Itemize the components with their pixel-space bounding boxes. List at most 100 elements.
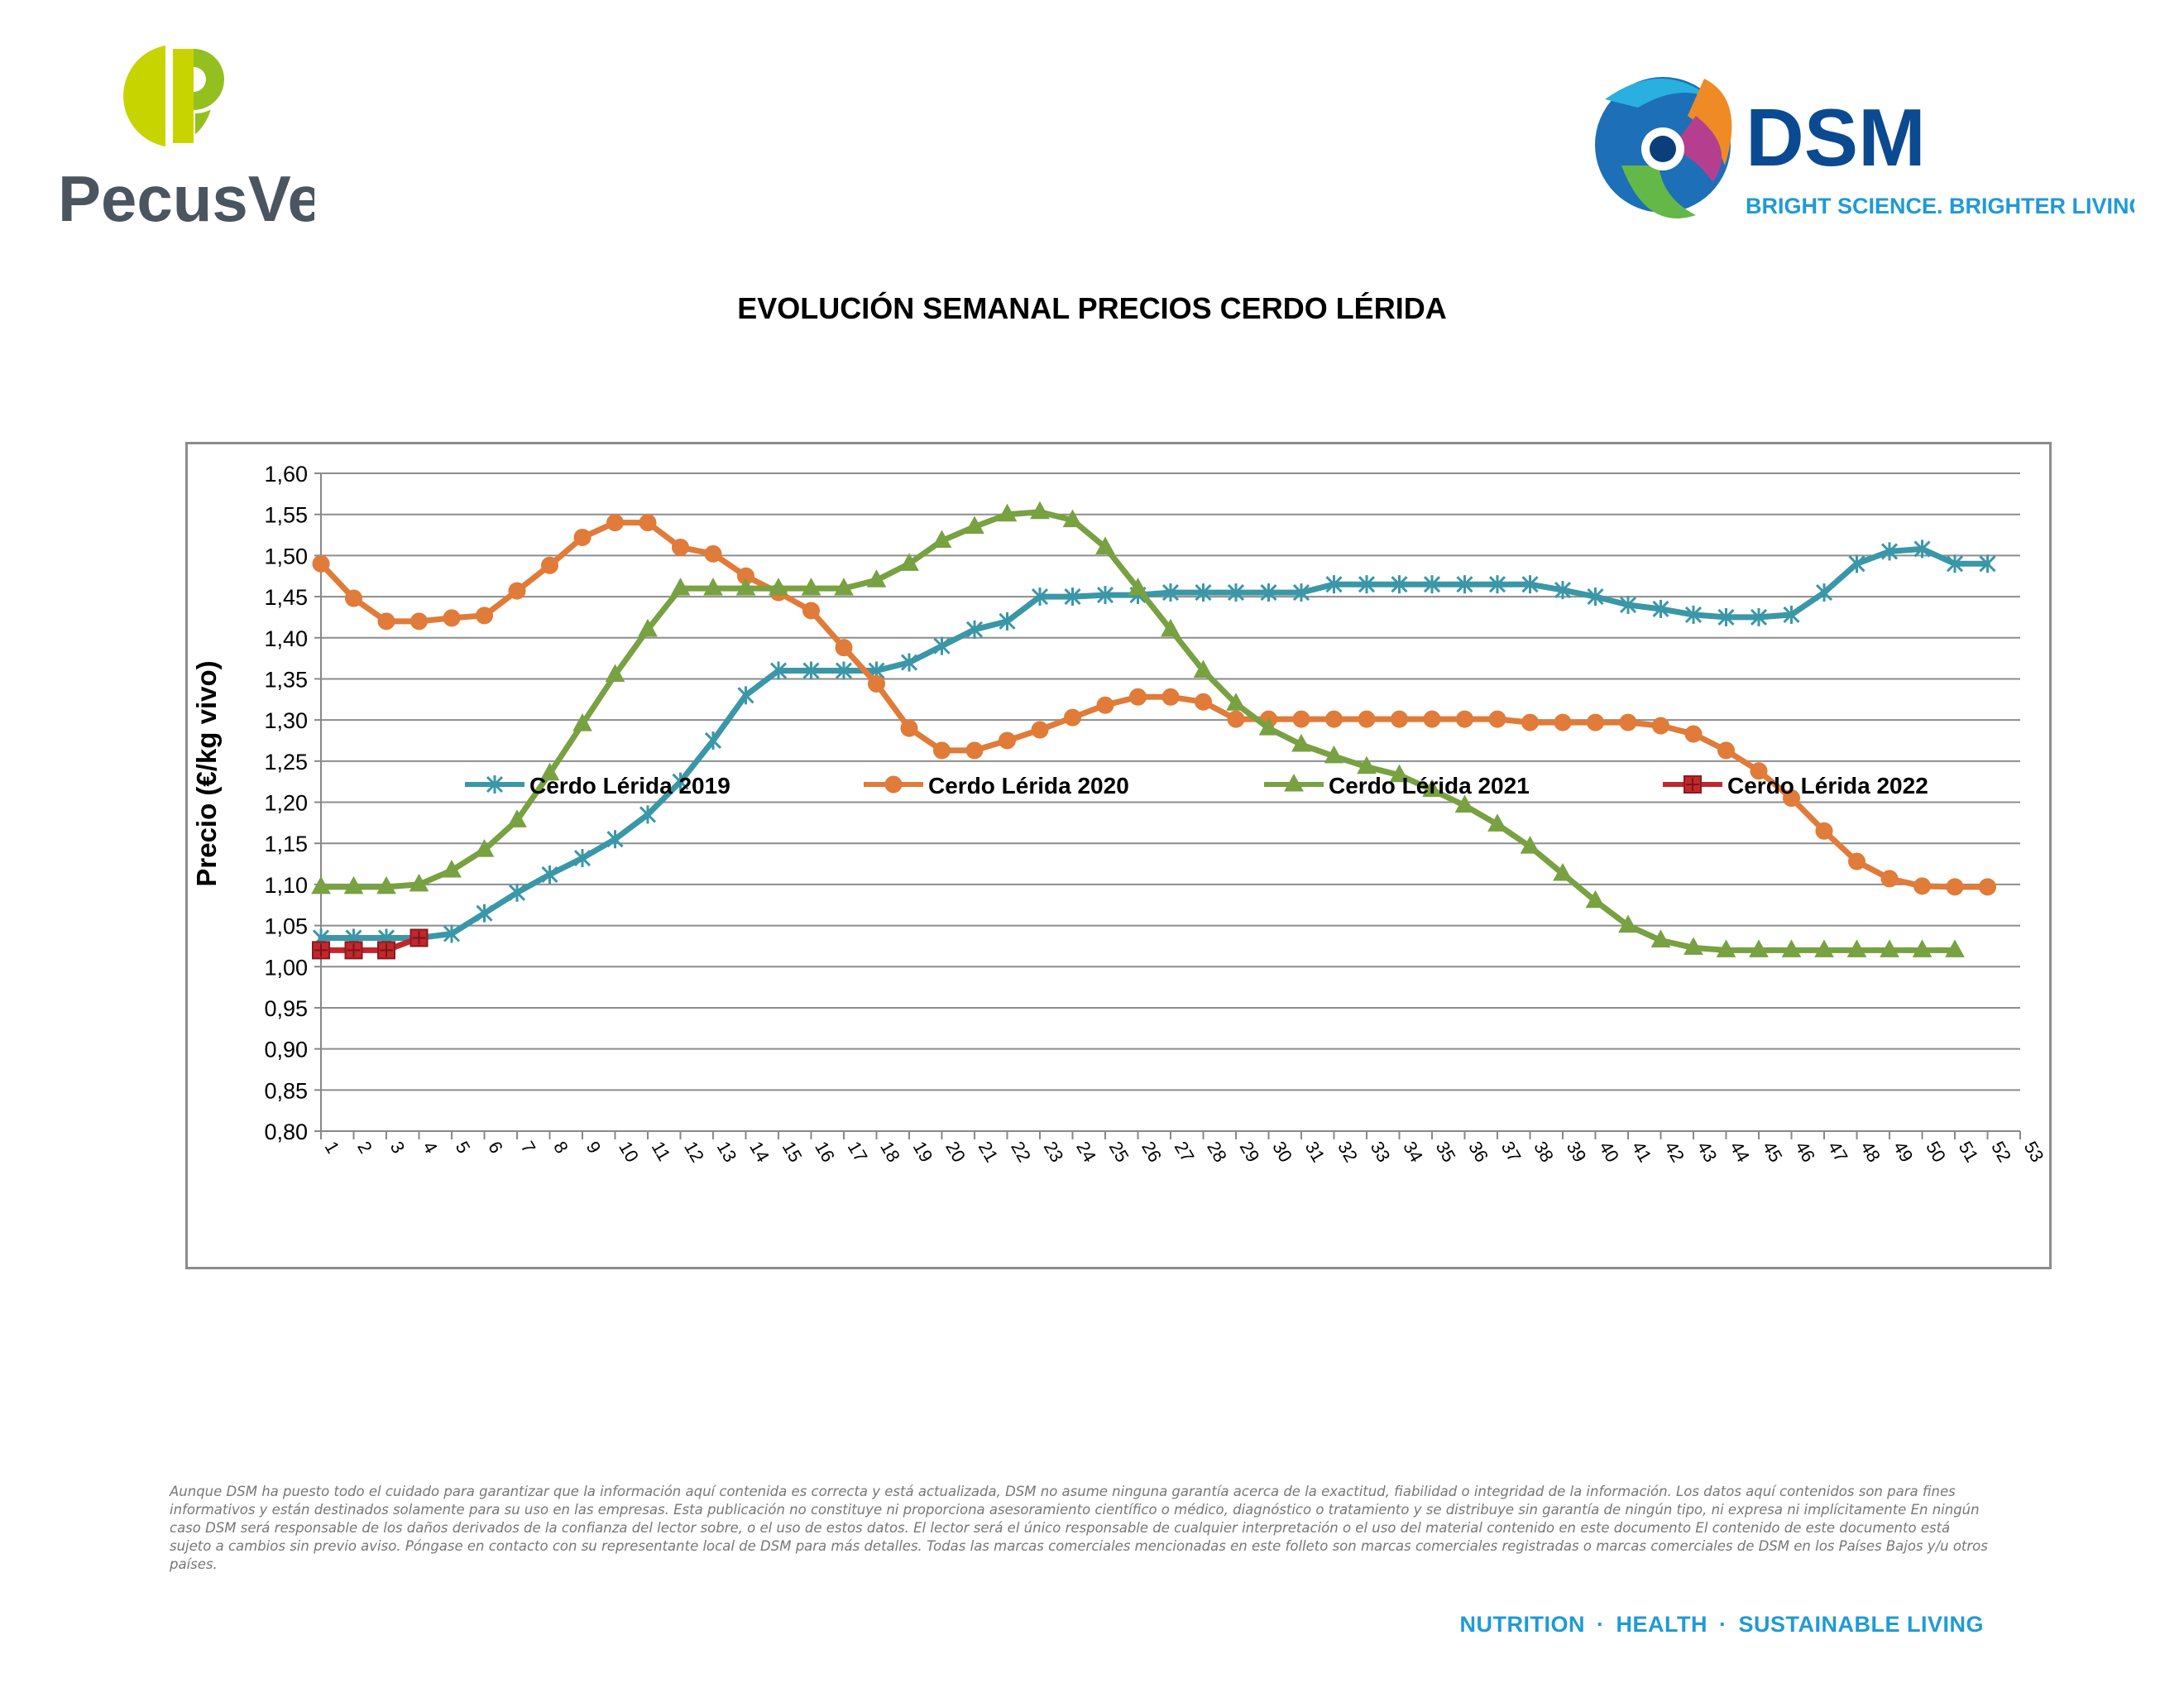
pecusvet-logo: PecusVet xyxy=(58,46,314,235)
series-group xyxy=(311,501,1996,960)
x-tick-label: 11 xyxy=(648,1138,675,1164)
y-tick-label: 1,55 xyxy=(264,503,308,528)
data-point xyxy=(1652,717,1669,735)
data-point xyxy=(1161,688,1180,706)
data-point xyxy=(1979,878,1996,896)
data-point xyxy=(1030,501,1050,520)
data-point xyxy=(866,569,887,587)
data-point xyxy=(933,741,951,760)
data-point xyxy=(639,805,657,824)
x-tick-label: 43 xyxy=(1693,1138,1722,1166)
data-point xyxy=(312,941,330,960)
data-point xyxy=(606,830,624,849)
data-point xyxy=(1717,607,1735,626)
data-point xyxy=(1717,741,1735,760)
pecusvet-logo-text: PecusVet xyxy=(58,162,314,235)
data-point xyxy=(1227,710,1245,728)
x-tick-label: 52 xyxy=(1987,1138,2015,1166)
data-point xyxy=(442,859,462,878)
data-point xyxy=(1652,599,1669,618)
data-point xyxy=(1912,939,1933,957)
x-tick-label: 45 xyxy=(1759,1138,1787,1166)
x-tick-label: 3 xyxy=(386,1138,410,1157)
data-point xyxy=(1456,575,1473,594)
data-point xyxy=(1554,713,1572,731)
data-point xyxy=(1260,583,1277,602)
legend-label: Cerdo Lérida 2021 xyxy=(1329,773,1530,798)
data-point xyxy=(999,611,1016,631)
y-tick-label: 1,05 xyxy=(264,914,308,939)
data-point xyxy=(1095,536,1115,554)
y-tick-label: 1,00 xyxy=(264,955,308,980)
legend-marker xyxy=(884,775,903,794)
data-point xyxy=(572,713,592,731)
x-tick-label: 41 xyxy=(1628,1138,1656,1166)
data-point xyxy=(1258,717,1279,736)
x-tick-label: 19 xyxy=(909,1138,937,1166)
legend-marker xyxy=(1684,775,1702,794)
y-tick-label: 1,15 xyxy=(264,832,308,856)
x-tick-label: 50 xyxy=(1922,1138,1950,1166)
data-point xyxy=(1880,870,1899,888)
data-point xyxy=(670,578,691,596)
data-point xyxy=(606,514,624,532)
y-axis-label: Precio (€/kg vivo) xyxy=(191,660,222,886)
x-tick-label: 51 xyxy=(1955,1138,1983,1166)
line-chart: 0,80 0,85 0,90 0,95 1,00 1,05 1,10 1,15 1,20 1,25… xyxy=(191,462,2048,1166)
x-tick-label: 49 xyxy=(1889,1138,1918,1166)
data-point xyxy=(1358,575,1376,594)
legend-marker xyxy=(1284,773,1304,792)
data-point xyxy=(900,653,918,672)
data-point xyxy=(1749,939,1769,957)
x-tick-label: 31 xyxy=(1301,1138,1329,1166)
data-point xyxy=(1521,575,1539,594)
data-point xyxy=(508,582,526,600)
x-tick-label: 46 xyxy=(1791,1138,1819,1166)
y-tick-label: 1,25 xyxy=(264,750,308,774)
data-point xyxy=(1815,822,1833,840)
data-point xyxy=(933,636,951,655)
data-point xyxy=(997,503,1018,522)
disclaimer-text: Aunque DSM ha puesto todo el cuidado par… xyxy=(170,1484,1988,1572)
dsm-logo: DSM BRIGHT SCIENCE. BRIGHTER LIVING. xyxy=(1595,77,2134,218)
data-point xyxy=(1129,688,1147,706)
data-point xyxy=(539,762,560,781)
x-tick-label: 23 xyxy=(1040,1138,1068,1166)
x-tick-label: 8 xyxy=(549,1138,572,1157)
data-point xyxy=(1946,878,1964,896)
data-point xyxy=(476,607,493,625)
data-point xyxy=(802,661,820,680)
data-point xyxy=(1357,755,1377,774)
data-point xyxy=(1422,779,1442,798)
y-tick-label: 0,85 xyxy=(264,1078,308,1103)
x-tick-label: 20 xyxy=(941,1138,970,1166)
data-point xyxy=(1913,877,1931,895)
x-tick-label: 4 xyxy=(419,1138,442,1157)
x-tick-label: 35 xyxy=(1432,1138,1460,1166)
x-tick-label: 44 xyxy=(1726,1138,1754,1166)
data-point xyxy=(1585,890,1606,909)
data-point xyxy=(1062,509,1083,528)
x-tick-label: 5 xyxy=(452,1138,475,1157)
dsm-wordmark: DSM xyxy=(1746,92,1926,183)
x-tick-label: 28 xyxy=(1203,1138,1231,1166)
x-tick-label: 40 xyxy=(1595,1138,1623,1166)
data-point xyxy=(737,686,754,705)
x-tick-label: 21 xyxy=(975,1138,1003,1166)
data-point xyxy=(1096,696,1114,714)
series-1 xyxy=(312,539,1996,947)
data-point xyxy=(1619,713,1637,731)
tagline-health: HEALTH xyxy=(1616,1612,1707,1637)
data-point xyxy=(1128,578,1148,596)
data-point xyxy=(409,873,429,892)
data-point xyxy=(443,609,461,627)
data-point xyxy=(704,544,722,563)
x-tick-label: 7 xyxy=(517,1138,540,1157)
x-tick-label: 9 xyxy=(582,1138,606,1157)
data-point xyxy=(801,578,821,596)
data-point xyxy=(377,941,395,960)
x-tick-label: 2 xyxy=(353,1138,376,1157)
data-point xyxy=(868,674,885,693)
data-point xyxy=(1814,939,1834,957)
data-point xyxy=(1292,583,1310,602)
